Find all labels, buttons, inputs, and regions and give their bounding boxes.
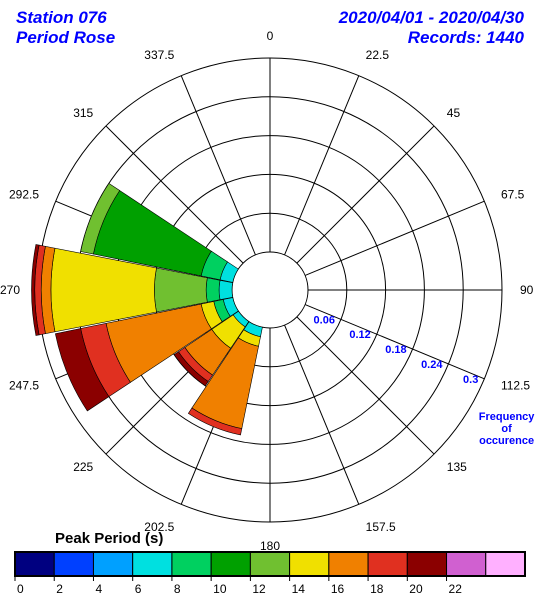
angle-tick-label: 112.5: [501, 379, 530, 393]
angle-tick-label: 45: [447, 106, 461, 120]
colorbar-tick-label: 2: [56, 582, 63, 596]
angle-tick-label: 135: [447, 460, 467, 474]
chart-title: Period Rose: [16, 28, 115, 48]
angle-tick-label: 0: [267, 29, 274, 43]
colorbar-tick-label: 12: [252, 582, 266, 596]
colorbar-tick-label: 4: [95, 582, 102, 596]
angle-tick-label: 225: [73, 460, 93, 474]
angle-tick-label: 180: [260, 539, 280, 553]
radial-tick-label: 0.24: [421, 359, 443, 371]
angle-tick-label: 90: [520, 283, 534, 297]
angle-tick-label: 315: [73, 106, 93, 120]
angle-tick-label: 22.5: [366, 48, 390, 62]
station-label: Station 076: [16, 8, 115, 28]
colorbar-tick-label: 0: [17, 582, 24, 596]
petal-segment: [219, 280, 233, 299]
angle-tick-label: 67.5: [501, 187, 525, 201]
radial-tick-label: 0.12: [349, 329, 370, 341]
radial-tick-label: 0.06: [314, 314, 335, 326]
colorbar-tick-label: 14: [292, 582, 306, 596]
colorbar-title: Peak Period (s): [55, 530, 163, 547]
frequency-label: of: [501, 423, 512, 435]
colorbar-tick-label: 18: [370, 582, 384, 596]
radial-tick-label: 0.18: [385, 344, 406, 356]
colorbar-tick-label: 22: [449, 582, 463, 596]
header-left: Station 076 Period Rose: [16, 8, 115, 49]
colorbar-tick-label: 10: [213, 582, 227, 596]
colorbar: 0 2 4 6 8 10 12 14 16 18 20 22: [15, 552, 525, 596]
colorbar-tick-label: 6: [135, 582, 142, 596]
angle-tick-label: 247.5: [9, 379, 39, 393]
frequency-label: Frequency: [479, 411, 536, 423]
rose-petals: [32, 183, 263, 435]
radial-tick-label: 0.3: [463, 374, 478, 386]
frequency-label: occurence: [479, 435, 534, 447]
petal-segment: [206, 278, 220, 302]
colorbar-tick-label: 20: [409, 582, 423, 596]
angle-tick-label: 157.5: [366, 520, 396, 534]
header-right: 2020/04/01 - 2020/04/30 Records: 1440: [339, 8, 524, 49]
rose-chart: 022.54567.590112.5135157.5180202.5225247…: [0, 0, 540, 600]
date-range: 2020/04/01 - 2020/04/30: [339, 8, 524, 28]
chart-container: Station 076 Period Rose 2020/04/01 - 202…: [0, 0, 540, 600]
angle-tick-label: 270: [0, 283, 20, 297]
colorbar-tick-label: 16: [331, 582, 345, 596]
angle-tick-label: 337.5: [144, 48, 174, 62]
colorbar-tick-label: 8: [174, 582, 181, 596]
angle-tick-label: 292.5: [9, 187, 39, 201]
records-count: Records: 1440: [339, 28, 524, 48]
